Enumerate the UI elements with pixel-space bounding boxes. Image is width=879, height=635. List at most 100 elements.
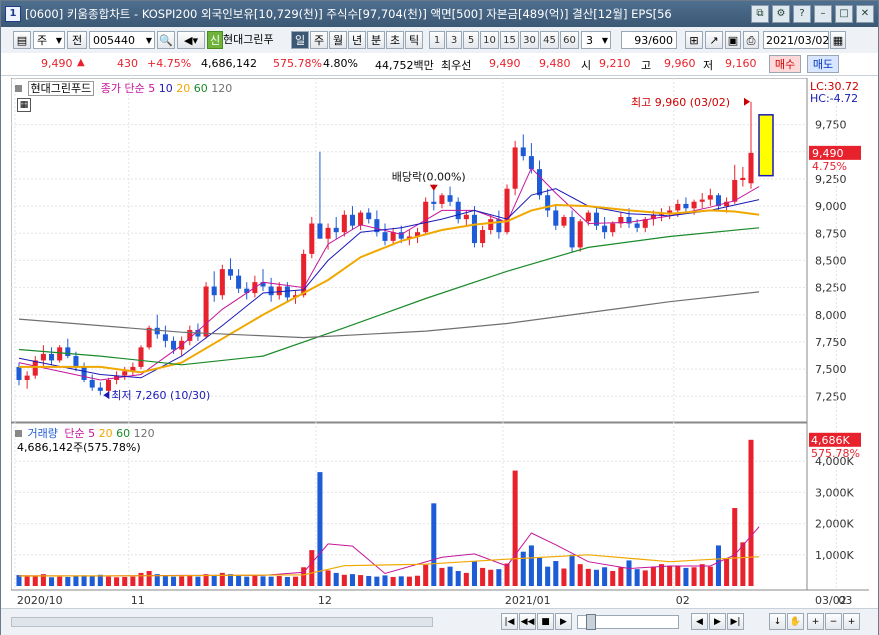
volume-bar bbox=[561, 568, 567, 586]
end-icon[interactable]: ▶| bbox=[727, 613, 744, 630]
interval-tab-4[interactable]: 분 bbox=[367, 31, 385, 49]
code-input[interactable]: 005440 ▼ bbox=[89, 31, 155, 49]
maximize-icon[interactable]: □ bbox=[835, 5, 853, 23]
current-price-pct: 4.75% bbox=[812, 160, 847, 173]
quote-best-ask: 9,490 bbox=[489, 57, 521, 70]
close-icon[interactable]: ✕ bbox=[856, 5, 874, 23]
help-icon[interactable]: ? bbox=[793, 5, 811, 23]
high-label: 고 bbox=[641, 59, 652, 72]
zoom-in-icon[interactable]: + bbox=[807, 613, 824, 630]
volume-bar bbox=[284, 576, 290, 586]
page-count-field[interactable]: 93/600 bbox=[621, 31, 677, 49]
volume-bar bbox=[73, 576, 79, 586]
hand-icon[interactable]: ✋ bbox=[787, 613, 804, 630]
minimize-icon[interactable]: – bbox=[814, 5, 832, 23]
legend-stock-name[interactable]: 현대그린푸드 bbox=[27, 81, 95, 96]
grid-icon[interactable]: ⊞ bbox=[685, 31, 703, 49]
volume-bar bbox=[691, 567, 697, 586]
title-bar: 1 [0600] 키움종합차트 - KOSPI200 외국인보유[10,729(… bbox=[1, 1, 878, 27]
volume-bar bbox=[504, 563, 510, 586]
minute-button-5[interactable]: 5 bbox=[463, 31, 479, 49]
prev-button[interactable]: 전 bbox=[67, 31, 87, 49]
play-icon[interactable]: ▶ bbox=[555, 613, 572, 630]
candle-body bbox=[520, 147, 526, 157]
horizontal-scrollbar[interactable] bbox=[11, 617, 433, 627]
minute-button-1[interactable]: 1 bbox=[429, 31, 445, 49]
chart-area[interactable]: 9,7509,5009,2509,0008,7508,5008,2508,000… bbox=[10, 77, 869, 608]
candle-body bbox=[463, 214, 469, 220]
candle-body bbox=[317, 223, 323, 239]
volume-bar bbox=[569, 554, 575, 586]
pin-icon[interactable]: ↓ bbox=[769, 613, 786, 630]
volume-bar bbox=[471, 561, 477, 586]
slider-handle[interactable] bbox=[586, 614, 596, 630]
volume-bar bbox=[732, 508, 738, 586]
tool-icon[interactable]: ↗ bbox=[705, 31, 723, 49]
link-icon[interactable]: ⧉ bbox=[751, 5, 769, 23]
add-icon[interactable]: + bbox=[843, 613, 860, 630]
minute-button-15[interactable]: 15 bbox=[500, 31, 519, 49]
volume-bar bbox=[724, 557, 730, 586]
quote-row: 9,490 ▲ 430 +4.75% 4,686,142 575.78% 4.8… bbox=[1, 53, 878, 76]
minute-button-45[interactable]: 45 bbox=[540, 31, 559, 49]
volume-bar bbox=[715, 545, 721, 586]
minute-button-30[interactable]: 30 bbox=[520, 31, 539, 49]
minute-button-3[interactable]: 3 bbox=[446, 31, 462, 49]
zoom-out-icon[interactable]: − bbox=[825, 613, 842, 630]
volume-bar bbox=[520, 551, 526, 586]
rewind-icon[interactable]: ◀◀ bbox=[519, 613, 536, 630]
candle-body bbox=[162, 334, 168, 341]
search-icon[interactable]: 🔍 bbox=[157, 31, 175, 49]
scroll-right-icon[interactable]: ▶ bbox=[709, 613, 726, 630]
buy-button[interactable]: 매수 bbox=[769, 55, 801, 73]
save-icon[interactable]: ▣ bbox=[725, 31, 741, 49]
interval-tab-0[interactable]: 일 bbox=[291, 31, 309, 49]
app-number-icon[interactable]: 1 bbox=[5, 6, 21, 22]
candle-body bbox=[236, 275, 242, 289]
sell-button[interactable]: 매도 bbox=[807, 55, 839, 73]
x-axis-label: 11 bbox=[131, 594, 145, 607]
candle-body bbox=[203, 286, 209, 337]
candle-body bbox=[382, 232, 388, 241]
minute-button-10[interactable]: 10 bbox=[480, 31, 499, 49]
volume-bar bbox=[219, 572, 225, 586]
price-chart[interactable]: 9,7509,5009,2509,0008,7508,5008,2508,000… bbox=[10, 77, 869, 608]
interval-tab-2[interactable]: 월 bbox=[329, 31, 347, 49]
volume-ma60: 60 bbox=[116, 427, 131, 440]
count-select[interactable]: 3 ▼ bbox=[581, 31, 611, 49]
zoom-slider[interactable] bbox=[577, 614, 679, 630]
period-select[interactable]: 주 ▼ bbox=[33, 31, 65, 49]
volume-ma120: 120 bbox=[133, 427, 155, 440]
minute-button-60[interactable]: 60 bbox=[560, 31, 579, 49]
volume-bar bbox=[341, 574, 347, 586]
volume-bar bbox=[366, 576, 372, 586]
legend-ma20: 20 bbox=[176, 82, 191, 95]
first-icon[interactable]: |◀ bbox=[501, 613, 518, 630]
quote-turnover: 4.80% bbox=[323, 57, 358, 70]
interval-tab-6[interactable]: 틱 bbox=[405, 31, 423, 49]
interval-tab-5[interactable]: 초 bbox=[386, 31, 404, 49]
volume-tick-label: 4,000K bbox=[815, 455, 854, 468]
interval-tab-3[interactable]: 년 bbox=[348, 31, 366, 49]
lc-label: LC:30.72 bbox=[810, 80, 859, 93]
candle-body bbox=[390, 232, 396, 241]
settings-icon[interactable]: ⚙ bbox=[772, 5, 790, 23]
layout-icon[interactable]: ▤ bbox=[13, 31, 31, 49]
candle-body bbox=[146, 327, 152, 348]
print-icon[interactable]: ⎙ bbox=[743, 31, 759, 49]
stop-icon[interactable]: ■ bbox=[537, 613, 554, 630]
table-icon[interactable]: ▦ bbox=[17, 98, 31, 112]
volume-bar bbox=[252, 575, 258, 586]
volume-bar bbox=[374, 576, 380, 586]
date-field[interactable]: 2021/03/02 bbox=[763, 31, 829, 49]
interval-tab-1[interactable]: 주 bbox=[310, 31, 328, 49]
chevron-down-icon: ▼ bbox=[55, 36, 62, 45]
candle-body bbox=[724, 201, 730, 207]
scroll-left-icon[interactable]: ◀ bbox=[691, 613, 708, 630]
current-volume-tag bbox=[809, 432, 861, 447]
calendar-icon[interactable]: ▦ bbox=[830, 31, 846, 49]
speaker-icon[interactable]: ◀▾ bbox=[177, 31, 205, 49]
volume-bar bbox=[406, 576, 412, 586]
